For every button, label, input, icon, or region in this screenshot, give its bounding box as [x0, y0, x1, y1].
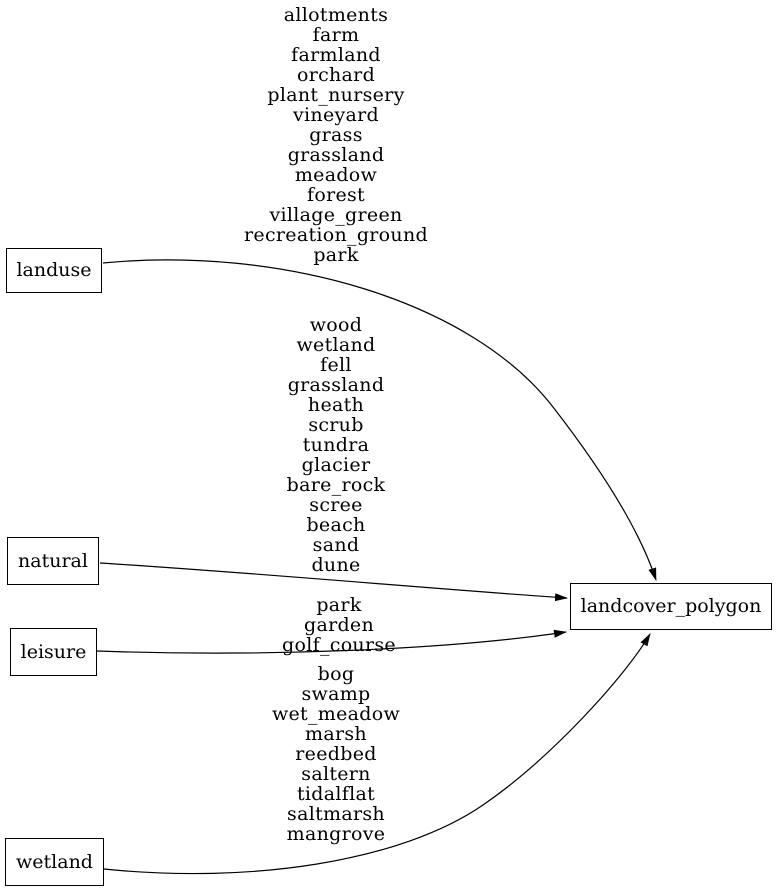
node-landcover-polygon-label: landcover_polygon [580, 595, 762, 617]
edge-label-natural-values: wood wetland fell grassland heath scrub … [286, 314, 386, 576]
node-wetland: wetland [5, 838, 104, 886]
node-leisure: leisure [10, 628, 97, 676]
node-wetland-label: wetland [16, 850, 93, 873]
node-landuse-label: landuse [16, 259, 92, 281]
node-natural-label: natural [18, 549, 88, 572]
node-leisure-label: leisure [20, 640, 87, 663]
edge-leisure-to-landcover-polygon [96, 629, 567, 654]
node-natural: natural [7, 537, 99, 585]
edge-landuse-to-landcover-polygon [102, 259, 657, 581]
edge-label-wetland-values: bog swamp wet_meadow marsh reedbed salte… [271, 663, 401, 845]
edge-wetland-to-landcover-polygon [103, 633, 651, 875]
edge-natural-to-landcover-polygon [99, 562, 568, 602]
node-landcover-polygon: landcover_polygon [570, 583, 772, 630]
edge-label-leisure-values: park garden golf_course [282, 594, 396, 656]
node-landuse: landuse [6, 248, 102, 293]
edge-label-landuse-values: allotments farm farmland orchard plant_n… [244, 4, 428, 266]
